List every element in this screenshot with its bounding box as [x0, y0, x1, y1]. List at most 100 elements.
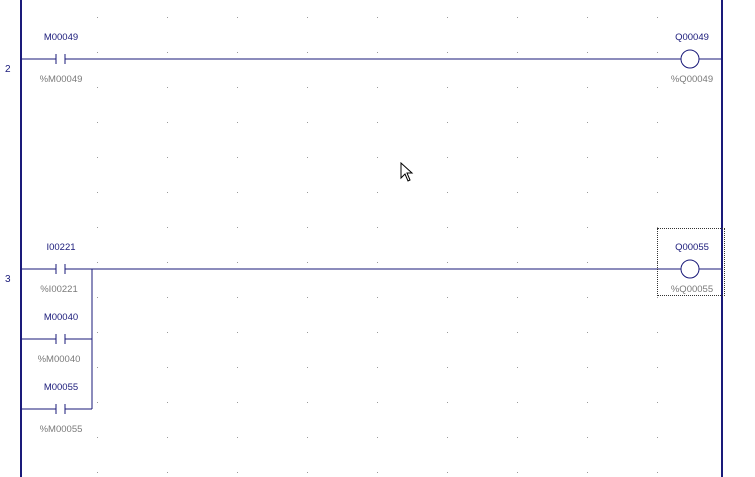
- coil-label: Q00055: [675, 242, 709, 253]
- contact-label: M00040: [43, 312, 79, 323]
- grid-dot: [587, 297, 588, 298]
- rung-3[interactable]: [21, 259, 722, 414]
- contact-m00049[interactable]: [55, 54, 66, 64]
- grid-dot: [167, 332, 168, 333]
- grid-dot: [517, 437, 518, 438]
- grid-dot: [307, 227, 308, 228]
- grid-dot: [307, 367, 308, 368]
- selected-element-box[interactable]: [657, 228, 725, 296]
- grid-dot: [377, 17, 378, 18]
- grid-dot: [237, 227, 238, 228]
- grid-dot: [587, 227, 588, 228]
- grid-dot: [657, 17, 658, 18]
- grid-dot: [307, 192, 308, 193]
- grid-dot: [167, 262, 168, 263]
- grid-dot: [587, 157, 588, 158]
- grid-dot: [447, 402, 448, 403]
- grid-dot: [517, 227, 518, 228]
- grid-dot: [517, 297, 518, 298]
- grid-dot: [587, 17, 588, 18]
- coil-address: %Q00049: [670, 74, 714, 85]
- grid-dot: [657, 122, 658, 123]
- contact-m00040[interactable]: [55, 334, 66, 344]
- contact-i00221[interactable]: [55, 264, 66, 274]
- grid-dot: [307, 52, 308, 53]
- coil-q00049[interactable]: [680, 49, 700, 69]
- grid-dot: [517, 472, 518, 473]
- grid-dot: [587, 437, 588, 438]
- grid-dot: [97, 332, 98, 333]
- grid-dot: [167, 402, 168, 403]
- grid-dot: [377, 122, 378, 123]
- contact-address: %I00221: [40, 284, 78, 295]
- grid-dot: [377, 192, 378, 193]
- grid-dot: [657, 52, 658, 53]
- grid-dot: [447, 472, 448, 473]
- grid-dot: [377, 367, 378, 368]
- grid-dot: [237, 402, 238, 403]
- grid-dot: [587, 52, 588, 53]
- grid-dot: [167, 192, 168, 193]
- grid-dot: [587, 332, 588, 333]
- contact-label: M00049: [43, 32, 79, 43]
- grid-dot: [167, 437, 168, 438]
- grid-dot: [657, 192, 658, 193]
- grid-dot: [517, 17, 518, 18]
- grid-dot: [587, 472, 588, 473]
- grid-dot: [657, 227, 658, 228]
- mouse-pointer-icon: [400, 162, 414, 182]
- grid-dot: [307, 262, 308, 263]
- grid-dot: [307, 332, 308, 333]
- grid-dot: [167, 297, 168, 298]
- contact-address: %M00055: [39, 424, 83, 435]
- grid-dot: [377, 297, 378, 298]
- rung-2[interactable]: [21, 49, 722, 69]
- grid-dot: [237, 472, 238, 473]
- grid-dot: [97, 17, 98, 18]
- grid-dot: [377, 402, 378, 403]
- contact-m00055[interactable]: [55, 404, 66, 414]
- grid-dots: [97, 17, 658, 473]
- grid-dot: [447, 192, 448, 193]
- grid-dot: [517, 87, 518, 88]
- grid-dot: [97, 472, 98, 473]
- grid-dot: [657, 332, 658, 333]
- grid-dot: [307, 122, 308, 123]
- grid-dot: [237, 52, 238, 53]
- grid-dot: [657, 87, 658, 88]
- grid-dot: [587, 262, 588, 263]
- grid-dot: [237, 87, 238, 88]
- grid-dot: [447, 367, 448, 368]
- grid-dot: [517, 262, 518, 263]
- coil-address: %Q00055: [670, 284, 714, 295]
- rung-number-3: 3: [5, 274, 11, 285]
- grid-dot: [517, 367, 518, 368]
- grid-dot: [97, 437, 98, 438]
- grid-dot: [447, 87, 448, 88]
- grid-dot: [377, 472, 378, 473]
- grid-dot: [97, 227, 98, 228]
- grid-dot: [237, 157, 238, 158]
- grid-dot: [97, 262, 98, 263]
- grid-dot: [167, 367, 168, 368]
- grid-dot: [587, 402, 588, 403]
- grid-dot: [657, 157, 658, 158]
- grid-dot: [167, 122, 168, 123]
- grid-dot: [237, 332, 238, 333]
- grid-dot: [97, 297, 98, 298]
- grid-dot: [167, 87, 168, 88]
- grid-dot: [517, 402, 518, 403]
- grid-dot: [447, 297, 448, 298]
- grid-dot: [447, 122, 448, 123]
- grid-dot: [307, 402, 308, 403]
- grid-dot: [657, 367, 658, 368]
- grid-dot: [307, 157, 308, 158]
- grid-dot: [97, 157, 98, 158]
- grid-dot: [447, 17, 448, 18]
- grid-dot: [587, 87, 588, 88]
- grid-dot: [237, 122, 238, 123]
- grid-dot: [307, 297, 308, 298]
- grid-dot: [517, 157, 518, 158]
- grid-dot: [167, 17, 168, 18]
